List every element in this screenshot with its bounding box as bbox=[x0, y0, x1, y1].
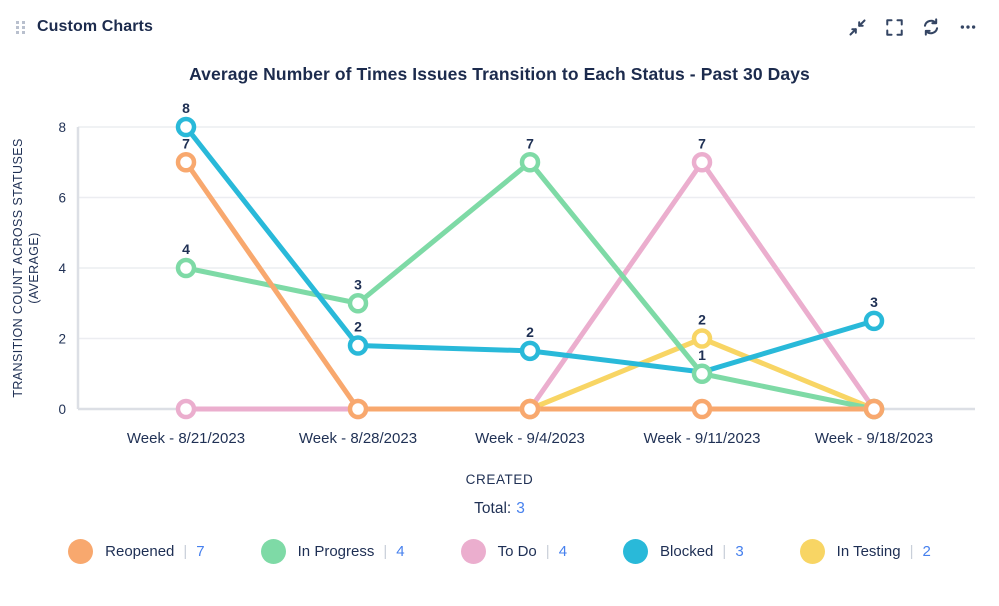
data-point-reopened[interactable] bbox=[175, 152, 197, 173]
y-axis-title: TRANSITION COUNT ACROSS STATUSES bbox=[11, 138, 25, 397]
data-point-reopened[interactable] bbox=[519, 398, 541, 420]
data-point-label: 1 bbox=[698, 347, 706, 363]
legend-label: Blocked bbox=[660, 543, 714, 560]
data-point-label: 4 bbox=[182, 241, 190, 257]
data-point-reopened[interactable] bbox=[863, 398, 885, 420]
legend-swatch bbox=[460, 539, 486, 564]
data-point-in-testing[interactable] bbox=[691, 328, 713, 349]
series-line-in-progress bbox=[183, 159, 877, 412]
data-point-label: 2 bbox=[526, 324, 534, 340]
data-point-blocked[interactable] bbox=[863, 310, 885, 332]
legend-item-reopened[interactable]: Reopened | 7 bbox=[68, 539, 205, 564]
data-point-label: 2 bbox=[354, 319, 362, 335]
data-point-in-progress[interactable] bbox=[691, 363, 713, 384]
x-tick-label: Week - 8/21/2023 bbox=[127, 430, 245, 447]
legend-separator: | bbox=[909, 543, 914, 560]
legend-count: 3 bbox=[735, 543, 744, 560]
total-label: Total: bbox=[474, 500, 512, 517]
more-icon[interactable] bbox=[957, 16, 979, 38]
legend-swatch bbox=[260, 539, 286, 564]
series-line-to-do bbox=[183, 159, 877, 412]
legend-item-to-do[interactable]: To Do | 4 bbox=[460, 539, 568, 564]
refresh-icon[interactable] bbox=[920, 16, 942, 38]
data-point-in-progress[interactable] bbox=[347, 293, 369, 314]
legend-separator: | bbox=[383, 543, 388, 560]
data-point-label: 7 bbox=[698, 135, 706, 151]
x-tick-label: Week - 9/4/2023 bbox=[475, 430, 585, 447]
legend-count: 4 bbox=[396, 543, 405, 560]
data-point-in-progress[interactable] bbox=[519, 152, 541, 173]
widget-title: Custom Charts bbox=[37, 18, 153, 35]
header-toolbar bbox=[846, 16, 979, 38]
chart-area: 0 2 4 6 8 TRANSITION COUNT ACROSS STATUSES (AV… bbox=[0, 94, 999, 464]
total-row: Total: 3 bbox=[0, 500, 999, 518]
legend-label: In Progress bbox=[297, 543, 375, 560]
data-point-label: 7 bbox=[526, 135, 534, 151]
legend-separator: | bbox=[722, 543, 727, 560]
legend-swatch bbox=[68, 539, 94, 564]
data-point-label: 3 bbox=[354, 276, 362, 292]
drag-handle-icon[interactable] bbox=[13, 18, 28, 37]
legend-label: To Do bbox=[497, 543, 537, 560]
x-tick-label: Week - 9/18/2023 bbox=[815, 430, 933, 447]
data-point-label: 8 bbox=[182, 100, 190, 116]
series-line-reopened bbox=[183, 159, 877, 412]
legend-item-in-progress[interactable]: In Progress | 4 bbox=[260, 539, 405, 564]
legend-count: 7 bbox=[196, 543, 205, 560]
y-axis-title: (AVERAGE) bbox=[27, 232, 41, 303]
legend-label: In Testing bbox=[836, 543, 901, 560]
chart-canvas: 0 2 4 6 8 TRANSITION COUNT ACROSS STATUSES (AV… bbox=[11, 100, 975, 447]
y-tick-label: 2 bbox=[58, 332, 66, 347]
y-tick-label: 8 bbox=[58, 120, 66, 135]
legend-separator: | bbox=[545, 543, 550, 560]
x-tick-label: Week - 9/11/2023 bbox=[643, 430, 760, 447]
data-point-in-progress[interactable] bbox=[175, 257, 197, 279]
total-value[interactable]: 3 bbox=[516, 500, 525, 517]
fullscreen-icon[interactable] bbox=[883, 16, 905, 38]
data-point-label: 3 bbox=[870, 294, 878, 310]
legend-swatch bbox=[799, 539, 825, 564]
y-tick-label: 0 bbox=[58, 402, 66, 417]
data-point-to-do[interactable] bbox=[691, 152, 713, 173]
data-point-reopened[interactable] bbox=[347, 398, 369, 420]
data-point-to-do[interactable] bbox=[175, 398, 197, 420]
data-point-label: 7 bbox=[182, 135, 190, 151]
data-point-blocked[interactable] bbox=[347, 335, 369, 356]
data-point-label: 2 bbox=[698, 312, 706, 328]
x-tick-label: Week - 8/28/2023 bbox=[299, 430, 417, 447]
y-tick-label: 4 bbox=[58, 261, 66, 276]
widget-header: Custom Charts bbox=[0, 0, 999, 41]
data-point-blocked[interactable] bbox=[519, 340, 541, 362]
legend-item-in-testing[interactable]: In Testing | 2 bbox=[799, 539, 931, 564]
legend-count: 4 bbox=[558, 543, 568, 560]
y-tick-label: 6 bbox=[58, 191, 66, 206]
chart-legend: Reopened | 7 In Progress | 4 To Do | 4 Blocked | 3 I… bbox=[0, 539, 999, 564]
data-point-blocked[interactable] bbox=[175, 116, 197, 138]
x-axis-title: CREATED bbox=[465, 472, 534, 487]
legend-count: 2 bbox=[922, 543, 931, 560]
legend-swatch bbox=[623, 539, 649, 564]
chart-title: Average Number of Times Issues Transitio… bbox=[189, 64, 810, 84]
legend-item-blocked[interactable]: Blocked | 3 bbox=[623, 539, 744, 564]
legend-label: Reopened bbox=[105, 543, 175, 560]
data-point-reopened[interactable] bbox=[691, 398, 713, 420]
collapse-icon[interactable] bbox=[846, 16, 868, 38]
legend-separator: | bbox=[183, 543, 188, 560]
